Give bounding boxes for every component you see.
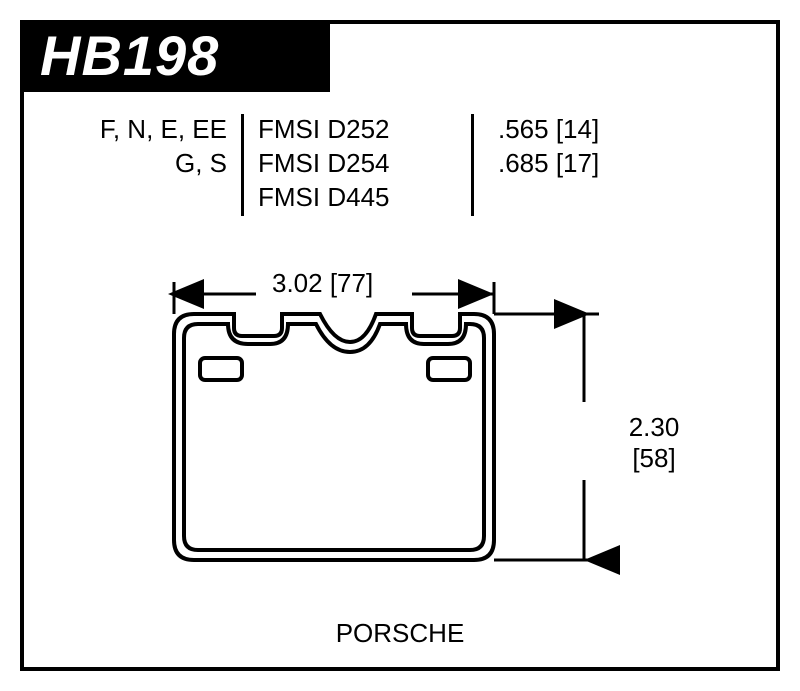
drawing-frame: HB198 F, N, E, EE G, S FMSI D252 FMSI D2…: [20, 20, 780, 671]
mounting-slot-left: [200, 358, 242, 380]
mounting-slot-right: [428, 358, 470, 380]
brake-pad-diagram: [24, 24, 776, 667]
height-dimension-arrows: [494, 314, 599, 560]
width-dimension-arrows: [174, 282, 494, 314]
brake-pad-outline: [174, 314, 494, 560]
